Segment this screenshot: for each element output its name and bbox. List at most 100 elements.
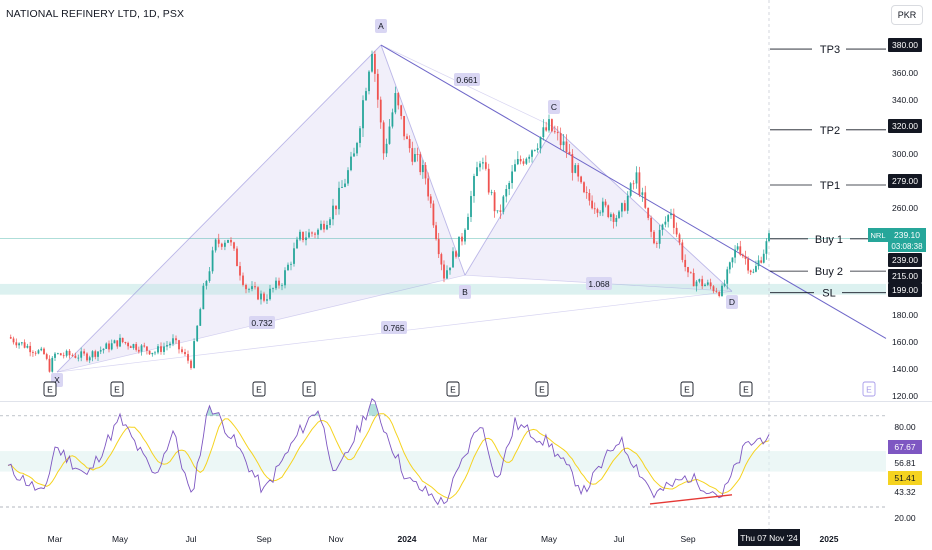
candle-body bbox=[248, 289, 250, 290]
event-marker[interactable] bbox=[43, 381, 57, 397]
candle-body bbox=[275, 280, 277, 289]
candle-body bbox=[80, 351, 83, 358]
candle-body bbox=[91, 351, 94, 358]
event-marker[interactable] bbox=[110, 381, 124, 397]
candle-body bbox=[314, 233, 316, 235]
candle-body bbox=[83, 351, 85, 354]
candle-body bbox=[731, 257, 734, 263]
rsi-moving-average-line bbox=[7, 413, 770, 500]
candle-body bbox=[178, 340, 180, 350]
point-badge bbox=[726, 295, 738, 309]
time-tick-label: May bbox=[112, 534, 129, 544]
candle-body bbox=[403, 115, 405, 137]
time-tick-label: Nov bbox=[328, 534, 344, 544]
candle-body bbox=[681, 242, 684, 260]
time-tick-label: Mar bbox=[473, 534, 488, 544]
candle-body bbox=[245, 284, 247, 290]
candle-body bbox=[40, 348, 43, 351]
candle-body bbox=[562, 141, 565, 146]
candle-body bbox=[124, 342, 127, 343]
candle-body bbox=[116, 340, 119, 347]
candle-body bbox=[181, 349, 183, 353]
rsi-upper-level-text: 56.81 bbox=[894, 458, 916, 468]
candle-body bbox=[110, 343, 113, 350]
time-tick-label: 2025 bbox=[820, 534, 839, 544]
event-marker[interactable] bbox=[680, 381, 694, 397]
candle-body bbox=[15, 342, 18, 346]
tp1-price-text: 279.00 bbox=[892, 176, 918, 186]
candle-body bbox=[202, 285, 205, 310]
candle-body bbox=[23, 342, 26, 348]
event-marker[interactable] bbox=[535, 381, 549, 397]
candle-body bbox=[88, 357, 91, 361]
candle-body bbox=[424, 165, 427, 179]
rsi-pane[interactable] bbox=[0, 398, 886, 508]
candle-body bbox=[293, 248, 295, 264]
event-marker[interactable] bbox=[739, 381, 753, 397]
candle-body bbox=[760, 260, 763, 263]
candle-body bbox=[338, 187, 340, 210]
candle-body bbox=[99, 350, 102, 352]
candle-body bbox=[272, 288, 274, 290]
candle-body bbox=[347, 170, 349, 184]
price-axis[interactable]: 360.00 340.00 300.00 260.00 180.00 160.0… bbox=[868, 38, 926, 401]
time-tick-label: Sep bbox=[256, 534, 271, 544]
candle-body bbox=[121, 337, 124, 343]
candle-body bbox=[269, 288, 271, 300]
candle-body bbox=[400, 105, 403, 116]
time-tick-label: 2024 bbox=[398, 534, 417, 544]
descending-trendline[interactable] bbox=[380, 44, 887, 339]
candle-body bbox=[574, 165, 577, 173]
candle-body bbox=[320, 223, 322, 230]
level-label: TP1 bbox=[820, 180, 840, 192]
event-marker[interactable] bbox=[302, 381, 316, 397]
candle-body bbox=[37, 350, 40, 354]
candle-body bbox=[365, 91, 367, 101]
pattern-leg-bc bbox=[464, 126, 555, 276]
event-marker[interactable] bbox=[862, 381, 876, 397]
candle-body bbox=[45, 354, 48, 359]
candle-body bbox=[371, 53, 373, 72]
candle-body bbox=[34, 352, 37, 354]
candle-body bbox=[638, 172, 641, 195]
candle-body bbox=[278, 280, 280, 286]
event-marker[interactable] bbox=[446, 381, 460, 397]
buy1-price-text: 239.00 bbox=[892, 255, 918, 265]
candle-body bbox=[545, 127, 548, 131]
event-marker[interactable] bbox=[252, 381, 266, 397]
rsi-overbought-fill bbox=[312, 411, 318, 416]
candle-body bbox=[193, 341, 195, 368]
time-axis[interactable]: Mar May Jul Sep Nov 2024 Mar May Jul Sep… bbox=[48, 529, 839, 546]
rsi-axis[interactable]: 80.00 20.00 67.67 56.81 51.41 43.32 bbox=[888, 422, 922, 523]
candle-body bbox=[26, 345, 29, 348]
rsi-lower-level-text: 43.32 bbox=[894, 487, 916, 497]
candle-body bbox=[542, 127, 545, 138]
candle-body bbox=[519, 158, 522, 162]
candle-body bbox=[467, 216, 469, 230]
candle-body bbox=[376, 73, 379, 100]
candle-body bbox=[166, 345, 168, 347]
candle-body bbox=[323, 223, 325, 230]
point-label-b: B bbox=[462, 287, 468, 297]
candle-body bbox=[148, 350, 151, 355]
last-price-text: 239.10 bbox=[894, 230, 920, 240]
point-badge bbox=[548, 100, 560, 114]
currency-button[interactable]: PKR bbox=[891, 5, 923, 25]
candle-body bbox=[32, 352, 34, 353]
candle-body bbox=[744, 256, 747, 259]
candle-body bbox=[473, 176, 475, 197]
tp2-price-text: 320.00 bbox=[892, 121, 918, 131]
candle-body bbox=[233, 242, 235, 249]
target-level-lines[interactable]: TP3 TP2 TP1 Buy 1 Buy 2 SL bbox=[770, 44, 886, 300]
candle-body bbox=[647, 207, 650, 218]
rsi-tick-label: 80.00 bbox=[894, 422, 916, 432]
candle-body bbox=[706, 282, 709, 285]
candle-body bbox=[588, 193, 591, 201]
candle-body bbox=[726, 269, 729, 284]
candle-body bbox=[626, 195, 629, 211]
candle-body bbox=[368, 71, 370, 92]
ratio-badge bbox=[381, 321, 407, 334]
